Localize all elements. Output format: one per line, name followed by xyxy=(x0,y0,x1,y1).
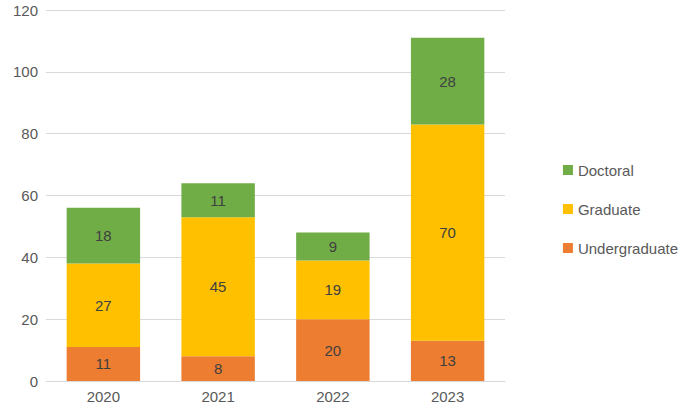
svg-text:Doctoral: Doctoral xyxy=(578,162,634,179)
svg-text:9: 9 xyxy=(329,238,337,255)
svg-text:2020: 2020 xyxy=(87,388,120,405)
svg-text:80: 80 xyxy=(21,125,38,142)
svg-text:18: 18 xyxy=(95,227,112,244)
svg-text:13: 13 xyxy=(439,352,456,369)
svg-text:8: 8 xyxy=(214,360,222,377)
svg-text:11: 11 xyxy=(96,355,112,372)
svg-text:2023: 2023 xyxy=(431,388,464,405)
svg-text:11: 11 xyxy=(210,192,226,209)
svg-text:70: 70 xyxy=(439,224,456,241)
svg-text:2022: 2022 xyxy=(316,388,349,405)
svg-text:19: 19 xyxy=(325,281,342,298)
svg-text:20: 20 xyxy=(325,342,342,359)
svg-text:27: 27 xyxy=(95,297,112,314)
svg-text:20: 20 xyxy=(21,311,38,328)
svg-text:Undergraduate: Undergraduate xyxy=(578,240,678,257)
svg-text:45: 45 xyxy=(210,278,227,295)
svg-text:2021: 2021 xyxy=(201,388,234,405)
svg-text:40: 40 xyxy=(21,249,38,266)
svg-text:120: 120 xyxy=(13,2,38,19)
svg-text:0: 0 xyxy=(30,373,38,390)
svg-text:100: 100 xyxy=(13,63,38,80)
svg-text:Graduate: Graduate xyxy=(578,201,641,218)
svg-text:28: 28 xyxy=(439,73,456,90)
svg-text:60: 60 xyxy=(21,187,38,204)
